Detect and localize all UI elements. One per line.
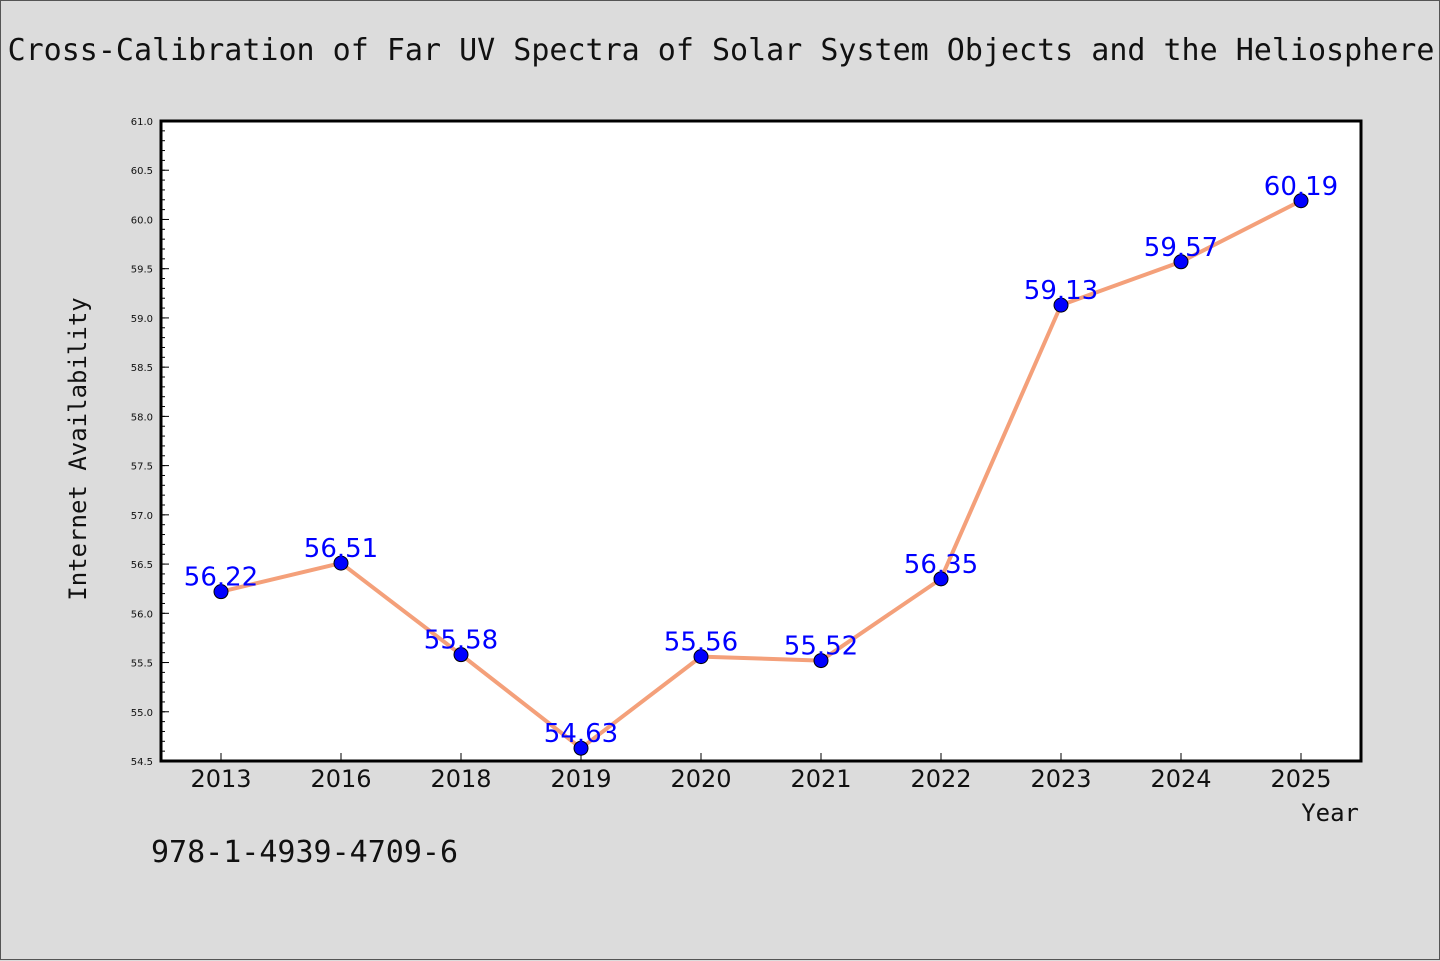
data-point	[333, 555, 349, 571]
data-label: 55.52	[784, 632, 858, 662]
x-tick-label: 2024	[1150, 765, 1211, 793]
data-label: 60.19	[1264, 172, 1338, 202]
x-tick-label: 2018	[430, 765, 491, 793]
data-point	[933, 571, 949, 587]
data-point	[213, 584, 229, 600]
data-point	[453, 647, 469, 663]
data-label: 55.56	[664, 628, 738, 658]
y-tick-label: 58.5	[131, 363, 153, 374]
y-tick-label: 59.5	[131, 265, 153, 276]
y-tick-label: 56.5	[131, 560, 153, 571]
x-tick-label: 2020	[670, 765, 731, 793]
y-tick-label: 57.5	[131, 462, 153, 473]
y-tick-label: 55.5	[131, 659, 153, 670]
y-tick-label: 56.0	[131, 609, 153, 620]
y-axis-label: Internet Availability	[64, 297, 92, 600]
data-label: 56.22	[184, 563, 258, 593]
data-point	[1173, 254, 1189, 270]
x-tick-label: 2019	[550, 765, 611, 793]
data-label: 59.57	[1144, 233, 1218, 263]
y-tick-label: 61.0	[131, 117, 153, 128]
data-point	[1053, 297, 1069, 313]
data-label: 56.35	[904, 550, 978, 580]
x-tick-label: 2025	[1270, 765, 1331, 793]
series-line	[220, 198, 1302, 751]
data-point	[573, 740, 589, 756]
y-tick-label: 57.0	[131, 511, 153, 522]
data-label: 56.51	[304, 534, 378, 564]
chart-title: Cross-Calibration of Far UV Spectra of S…	[7, 33, 1435, 68]
y-tick-label: 55.0	[131, 708, 153, 719]
plot-frame	[159, 119, 1363, 763]
data-label: 54.63	[544, 719, 618, 749]
x-tick-label: 2013	[190, 765, 251, 793]
isbn-text: 978-1-4939-4709-6	[151, 835, 459, 870]
x-tick-label: 2021	[790, 765, 851, 793]
y-tick-label: 59.0	[131, 314, 153, 325]
x-axis-label: Year	[1301, 799, 1359, 827]
y-tick-label: 54.5	[131, 757, 153, 768]
x-tick-label: 2023	[1030, 765, 1091, 793]
y-tick-label: 58.0	[131, 412, 153, 423]
data-label: 59.13	[1024, 276, 1098, 306]
y-tick-label: 60.0	[131, 215, 153, 226]
x-tick-label: 2022	[910, 765, 971, 793]
data-point	[1293, 193, 1309, 209]
data-point	[693, 649, 709, 665]
plot-area	[161, 121, 1361, 761]
data-point	[813, 653, 829, 669]
y-tick-label: 60.5	[131, 166, 153, 177]
x-tick-label: 2016	[310, 765, 371, 793]
data-label: 55.58	[424, 626, 498, 656]
